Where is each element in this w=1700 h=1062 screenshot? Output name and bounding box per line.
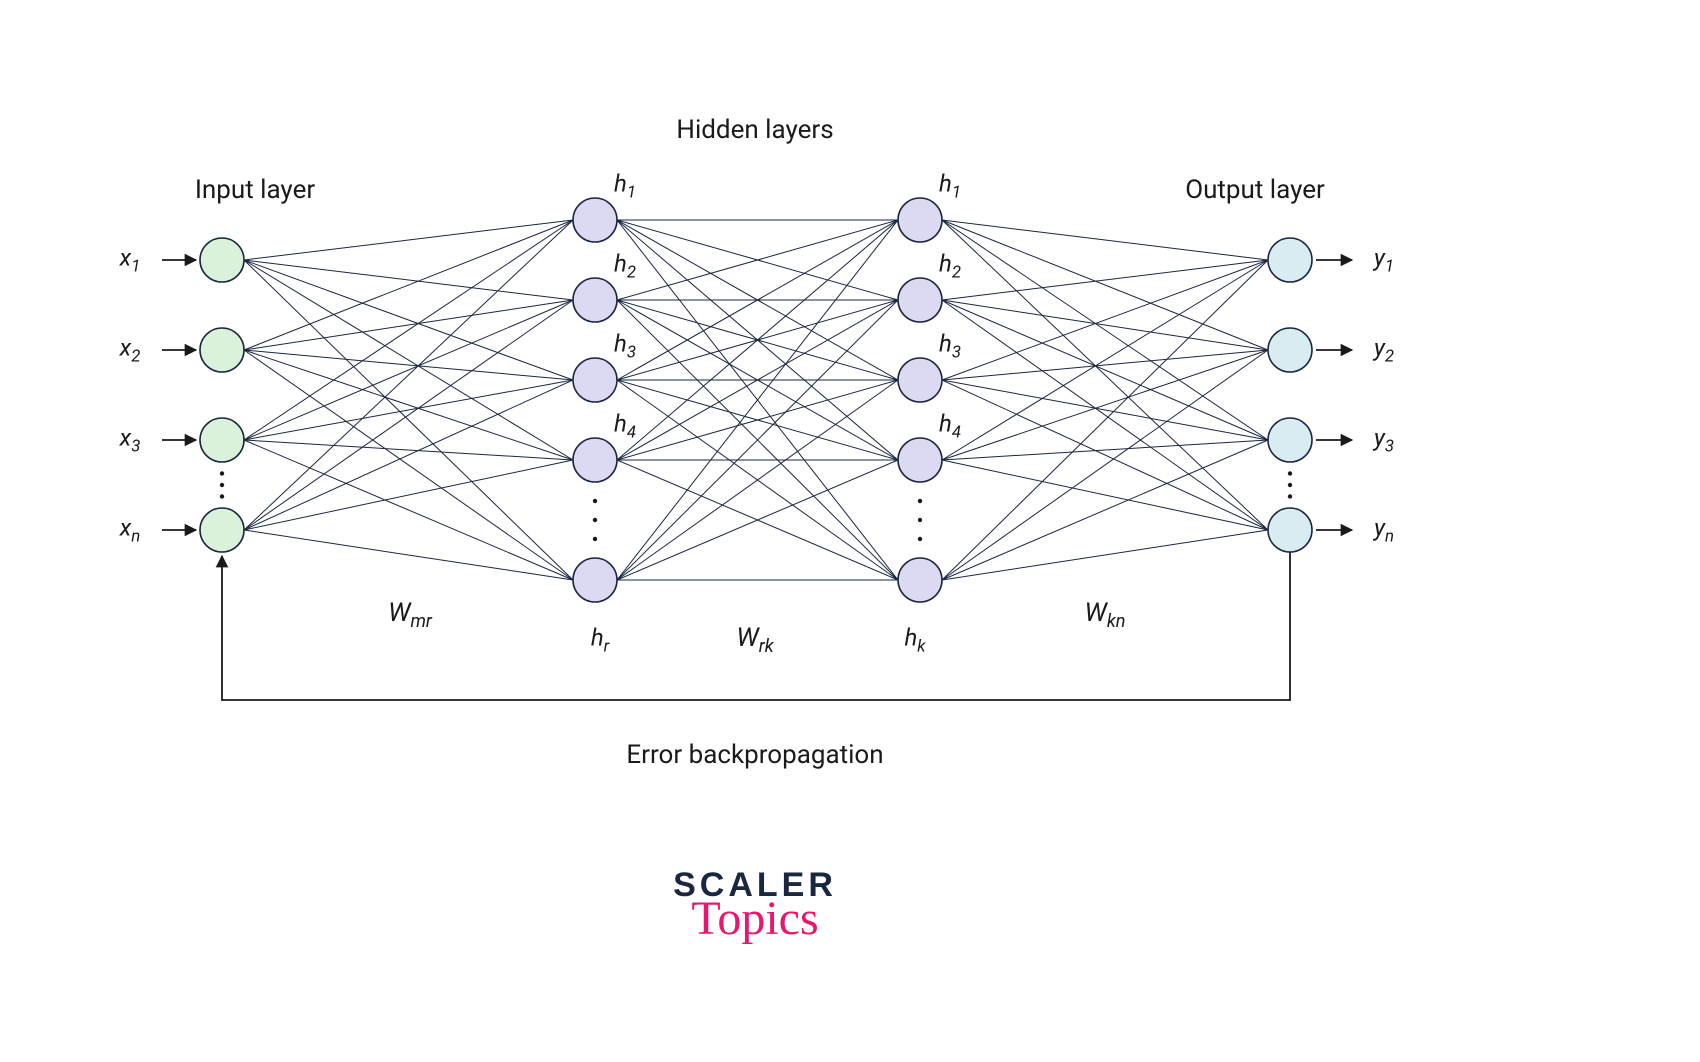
edge xyxy=(942,350,1268,580)
input-layer-title: Input layer xyxy=(195,175,315,205)
output-node-label: yn xyxy=(1374,514,1394,547)
output-node-label: y3 xyxy=(1374,424,1394,457)
hidden2-node xyxy=(898,278,942,322)
ellipsis-dot xyxy=(220,471,224,475)
input-node-label: x3 xyxy=(120,424,141,457)
hidden1-node xyxy=(573,278,617,322)
ellipsis-dot xyxy=(918,499,922,503)
edge xyxy=(942,380,1268,530)
ellipsis-dot xyxy=(1288,483,1292,487)
weight-label: Wkn xyxy=(1084,598,1125,632)
edge xyxy=(244,300,573,440)
hidden2-node-label: h4 xyxy=(939,410,961,443)
backprop-label: Error backpropagation xyxy=(626,740,883,770)
edge xyxy=(942,530,1268,580)
hidden2-node-label: h3 xyxy=(939,330,961,363)
output-node xyxy=(1268,328,1312,372)
ellipsis-dot xyxy=(220,494,224,498)
edge xyxy=(942,260,1268,380)
output-node-label: y1 xyxy=(1374,244,1394,277)
hidden1-node xyxy=(573,558,617,602)
edge xyxy=(942,300,1268,440)
output-node xyxy=(1268,238,1312,282)
hidden2-node-label: h2 xyxy=(939,250,961,283)
edges-group xyxy=(244,220,1268,580)
hidden1-node xyxy=(573,438,617,482)
ellipsis-dot xyxy=(593,499,597,503)
hidden2-node xyxy=(898,438,942,482)
input-node xyxy=(200,418,244,462)
edge xyxy=(244,260,573,380)
hidden2-node-label: h1 xyxy=(939,170,961,203)
weight-label: Wmr xyxy=(388,598,432,632)
edge xyxy=(244,530,573,580)
input-node xyxy=(200,328,244,372)
edge xyxy=(244,380,573,440)
hidden-layers-title: Hidden layers xyxy=(676,115,833,145)
input-node-label: x2 xyxy=(120,334,141,367)
input-node-label: x1 xyxy=(120,244,141,277)
hidden2-node xyxy=(898,198,942,242)
hidden1-node-label: h1 xyxy=(614,170,636,203)
output-node-label: y2 xyxy=(1374,334,1394,367)
edge xyxy=(942,440,1268,580)
input-node-label: xn xyxy=(120,514,141,547)
network-svg xyxy=(0,0,1700,1062)
edge xyxy=(244,440,573,580)
hidden1-node xyxy=(573,198,617,242)
logo-line2: Topics xyxy=(673,897,837,940)
hidden2-node xyxy=(898,558,942,602)
edge xyxy=(942,380,1268,440)
input-node xyxy=(200,238,244,282)
hidden-last-label: hk xyxy=(904,624,925,657)
weight-label: Wrk xyxy=(736,623,773,657)
edge xyxy=(244,260,573,460)
output-node xyxy=(1268,508,1312,552)
edge xyxy=(244,350,573,580)
ellipsis-dot xyxy=(918,537,922,541)
hidden2-node xyxy=(898,358,942,402)
edge xyxy=(244,380,573,530)
hidden1-node-label: h3 xyxy=(614,330,636,363)
ellipsis-dot xyxy=(220,483,224,487)
diagram-canvas: Input layer Hidden layers Output layer E… xyxy=(0,0,1700,1062)
scaler-topics-logo: SCALER Topics xyxy=(673,870,837,940)
hidden1-node-label: h4 xyxy=(614,410,636,443)
output-layer-title: Output layer xyxy=(1185,175,1325,205)
ellipsis-dot xyxy=(918,518,922,522)
hidden1-node xyxy=(573,358,617,402)
ellipsis-dot xyxy=(1288,471,1292,475)
input-node xyxy=(200,508,244,552)
hidden1-node-label: h2 xyxy=(614,250,636,283)
ellipsis-dot xyxy=(593,518,597,522)
hidden-last-label: hr xyxy=(591,624,609,657)
edge xyxy=(942,260,1268,460)
output-node xyxy=(1268,418,1312,462)
ellipsis-dot xyxy=(593,537,597,541)
ellipsis-dot xyxy=(1288,494,1292,498)
